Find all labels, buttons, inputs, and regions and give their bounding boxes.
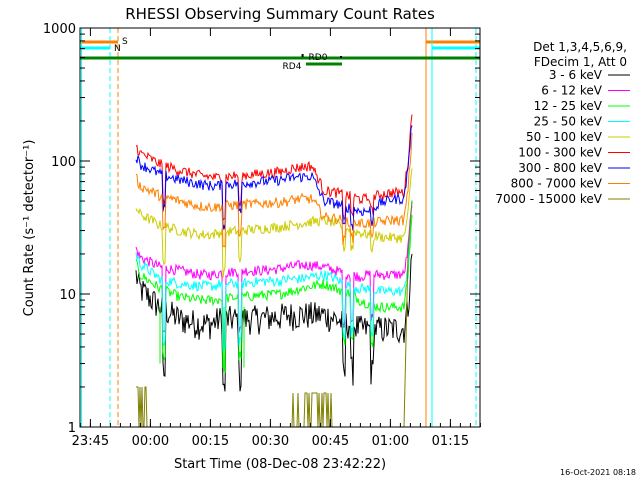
series-line [135,114,413,222]
legend-entry-label: 3 - 6 keV [549,68,603,82]
series-layer [135,114,413,428]
legend: Det 1,3,4,5,6,9,FDecim 1, Att 03 - 6 keV… [495,40,630,206]
legend-entry-label: 800 - 7000 keV [511,177,603,191]
rd4-label: RD4 [283,62,302,72]
timestamp: 16-Oct-2021 08:18 [560,468,636,477]
chart-title: RHESSI Observing Summary Count Rates [125,5,435,23]
x-axis-label: Start Time (08-Dec-08 23:42:22) [174,457,386,472]
saa-flag-label: S [122,37,128,47]
series-line [135,215,413,373]
series-line [135,132,413,249]
flag-bars: SN RD0 RD4 [80,28,480,427]
legend-entry-label: 25 - 50 keV [534,115,603,129]
rd0-marker [301,54,304,57]
y-tick-label: 1000 [43,22,76,37]
series-line [135,200,413,352]
x-tick-label: 00:30 [252,434,289,449]
legend-header: Det 1,3,4,5,6,9, [533,40,627,54]
ticks: 23:45 00:00 00:15 00:30 00:45 01:00 01:15 1 10 10… [43,22,481,449]
x-tick-label: 23:45 [72,434,109,449]
night-flag-label: N [114,44,121,54]
series-line [135,206,413,347]
x-tick-label: 00:15 [192,434,229,449]
series-line [135,253,413,392]
legend-entry-label: 100 - 300 keV [518,146,602,160]
x-tick-label: 00:00 [132,434,169,449]
y-tick-label: 1 [68,421,76,436]
x-tick-label: 01:15 [432,434,469,449]
legend-entry-label: 7000 - 15000 keV [495,192,602,206]
rd0-label: RD0 [309,53,328,63]
legend-entry-label: 300 - 800 keV [518,161,602,175]
legend-entry-label: 50 - 100 keV [526,130,603,144]
x-tick-label: 01:00 [372,434,409,449]
y-tick-label: 10 [59,288,76,303]
rd0-marker [340,56,342,58]
legend-entry-label: 12 - 25 keV [534,99,603,113]
y-tick-label: 100 [51,155,76,170]
y-axis-label: Count Rate (s⁻¹ detector⁻¹) [22,140,37,317]
series-line [135,168,413,278]
legend-entry-label: 6 - 12 keV [541,84,603,98]
series-line [135,125,413,231]
x-tick-label: 00:45 [312,434,349,449]
legend-header: FDecim 1, Att 0 [534,55,627,69]
